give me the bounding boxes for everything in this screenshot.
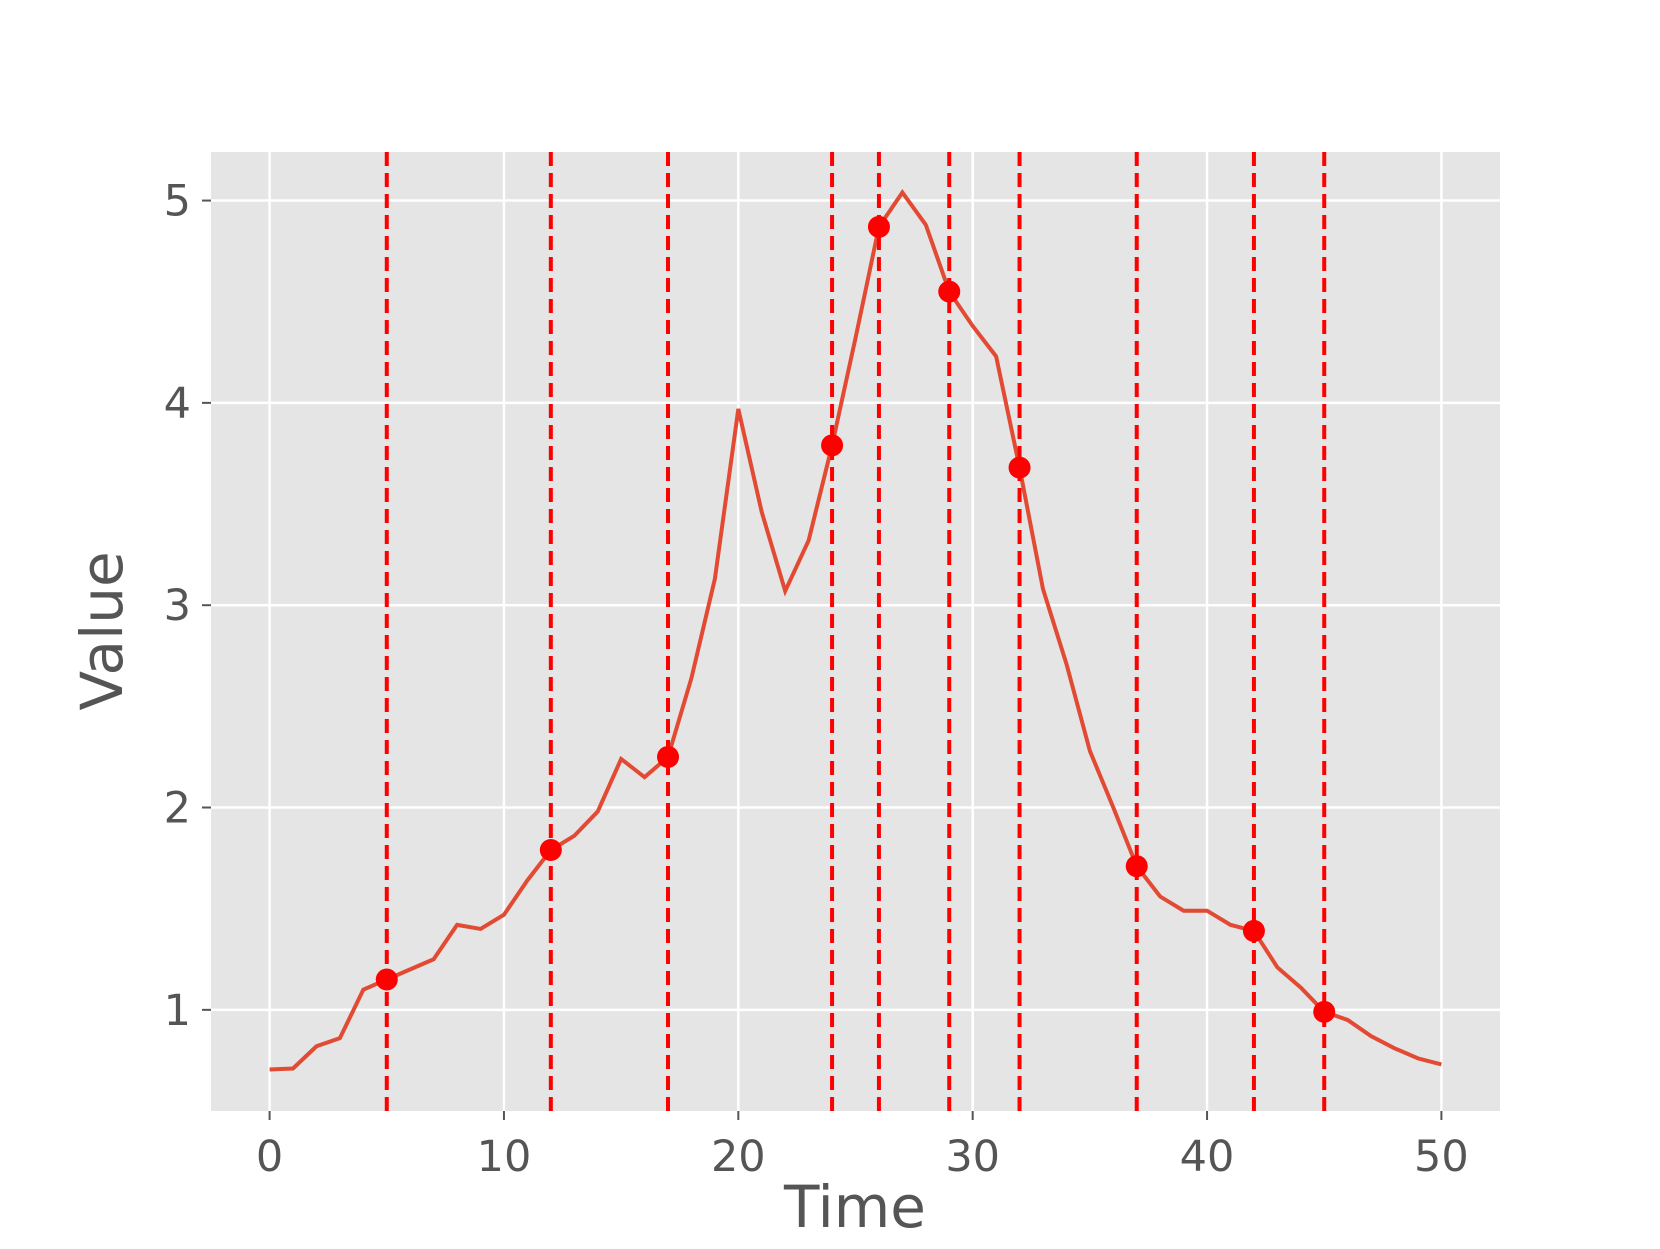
event-marker: [867, 215, 890, 238]
event-marker: [1125, 855, 1148, 878]
x-tick-label: 0: [256, 1132, 283, 1182]
event-marker: [539, 839, 562, 862]
y-tick-label: 3: [164, 581, 191, 631]
y-axis-label: Value: [68, 551, 136, 710]
x-tick-label: 30: [945, 1132, 1000, 1182]
event-marker: [1008, 456, 1031, 479]
y-tick-label: 5: [164, 177, 191, 227]
event-marker: [938, 280, 961, 303]
event-marker: [375, 968, 398, 991]
x-tick-label: 10: [477, 1132, 532, 1182]
x-tick-label: 40: [1180, 1132, 1235, 1182]
x-axis-label: Time: [783, 1173, 926, 1241]
x-tick-label: 20: [711, 1132, 766, 1182]
y-tick-label: 2: [164, 784, 191, 834]
event-marker: [821, 434, 844, 457]
plot-area: [211, 152, 1500, 1111]
event-marker: [1313, 1000, 1336, 1023]
event-marker: [657, 745, 680, 768]
y-tick-label: 4: [164, 379, 191, 429]
x-tick-label: 50: [1414, 1132, 1469, 1182]
event-marker: [1242, 919, 1265, 942]
y-tick-label: 1: [164, 986, 191, 1036]
